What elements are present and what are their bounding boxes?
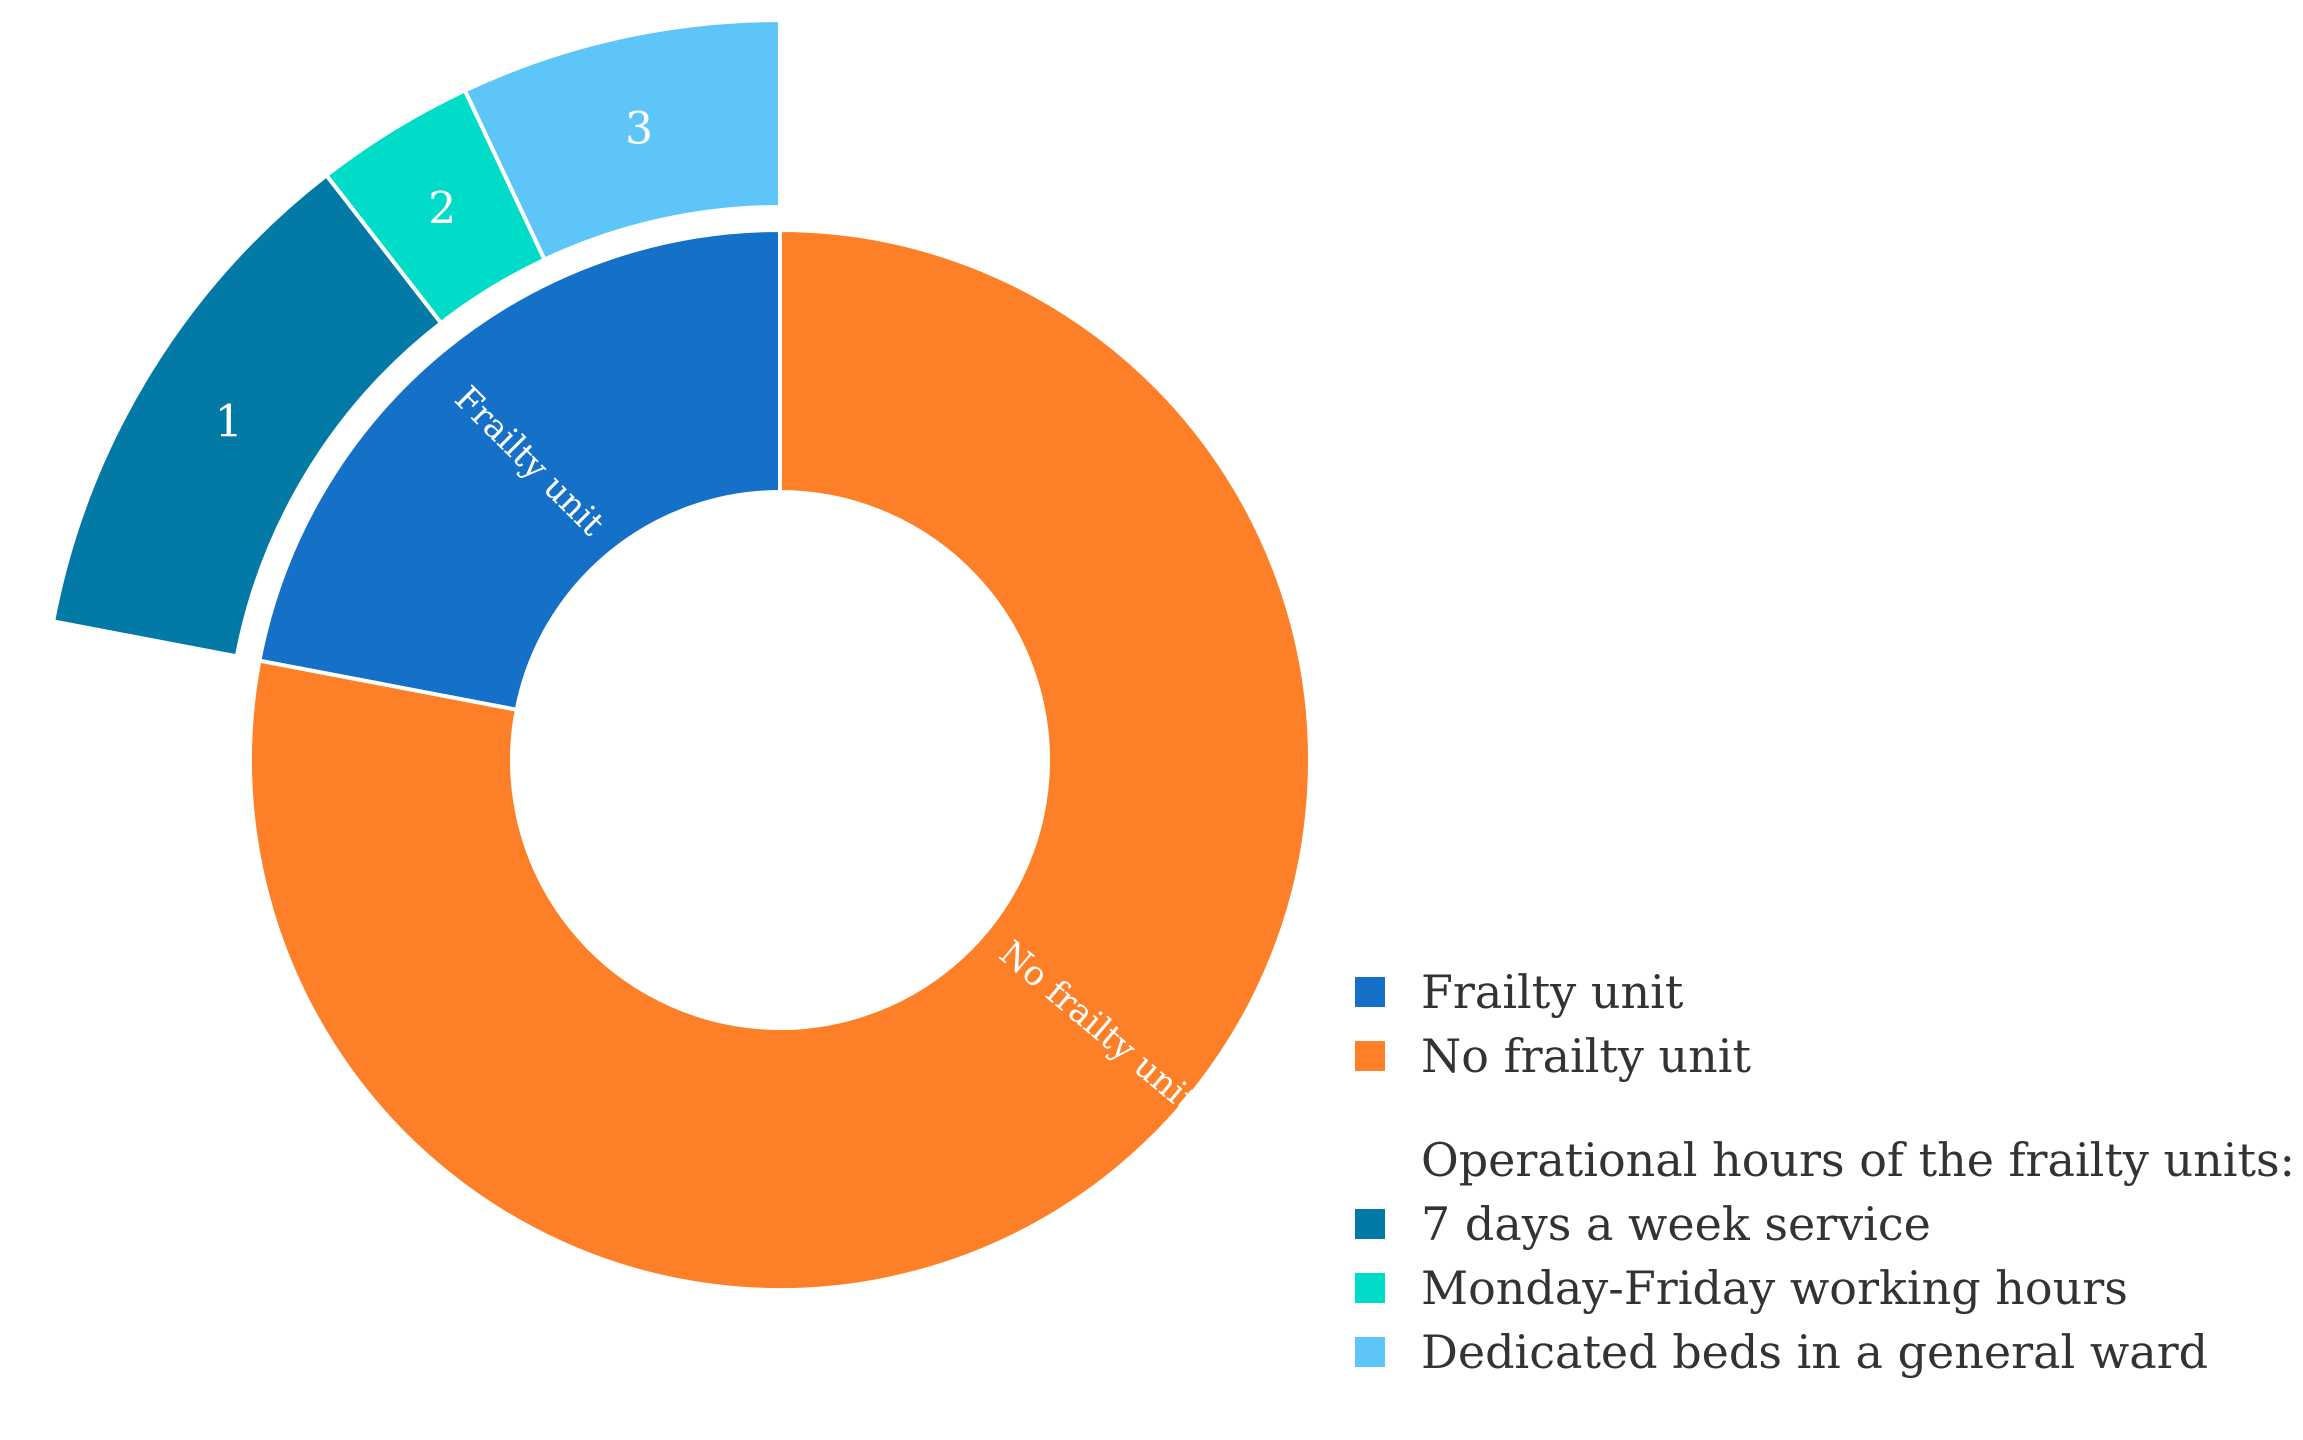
legend-item-dedicated-beds[interactable]: Dedicated beds in a general ward <box>1355 1320 2295 1384</box>
legend-swatch <box>1355 1337 1385 1367</box>
legend-item-frailty-unit[interactable]: Frailty unit <box>1355 960 2295 1024</box>
legend-item-7-days[interactable]: 7 days a week service <box>1355 1192 2295 1256</box>
legend-label: 7 days a week service <box>1421 1197 1931 1251</box>
outer-slice-3[interactable] <box>462 17 782 263</box>
outer-slice-label: 1 <box>215 397 243 448</box>
inner-ring <box>248 227 1312 1292</box>
inner-slice-frailty-unit[interactable] <box>257 227 782 713</box>
legend-item-no-frailty-unit[interactable]: No frailty unit <box>1355 1024 2295 1088</box>
outer-ring <box>50 17 782 659</box>
legend-label: No frailty unit <box>1421 1029 1751 1083</box>
legend-swatch <box>1355 1273 1385 1303</box>
legend-swatch <box>1355 1209 1385 1239</box>
legend-label: Frailty unit <box>1421 965 1684 1019</box>
legend-item-monday-friday[interactable]: Monday-Friday working hours <box>1355 1256 2295 1320</box>
legend-swatch <box>1355 977 1385 1007</box>
outer-slice-label: 2 <box>428 183 456 234</box>
inner-slice-no-frailty-unit[interactable] <box>248 227 1312 1292</box>
legend-swatch <box>1355 1041 1385 1071</box>
legend-heading: Operational hours of the frailty units: <box>1421 1133 2296 1187</box>
legend-label: Dedicated beds in a general ward <box>1421 1325 2209 1379</box>
legend: Frailty unit No frailty unit Operational… <box>1355 960 2295 1384</box>
outer-slice-label: 3 <box>625 104 653 155</box>
legend-label: Monday-Friday working hours <box>1421 1261 2128 1315</box>
